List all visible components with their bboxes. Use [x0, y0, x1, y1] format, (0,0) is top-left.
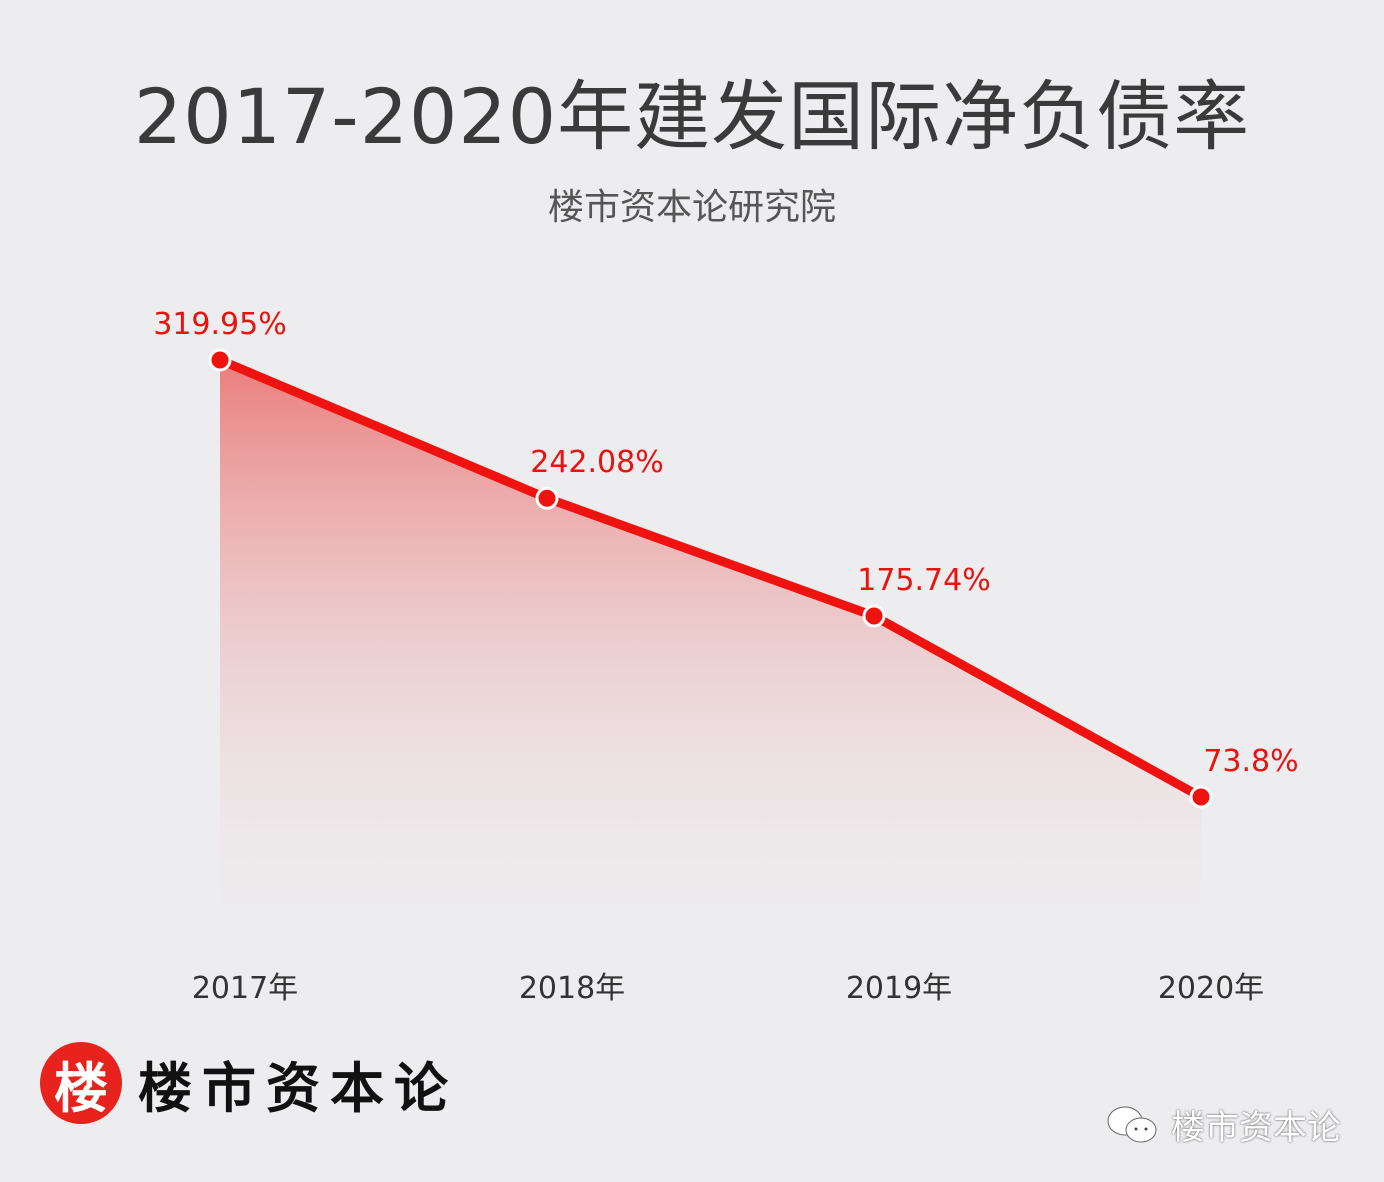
data-label: 242.08%: [530, 445, 663, 480]
x-tick-label: 2020年: [1158, 971, 1264, 1006]
chart-subtitle: 楼市资本论研究院: [547, 187, 836, 228]
data-point: [862, 604, 886, 628]
data-point: [208, 348, 232, 372]
data-point: [535, 486, 559, 510]
x-tick-label: 2017年: [192, 971, 298, 1006]
x-tick-label: 2019年: [846, 971, 952, 1006]
area-fill: [220, 360, 1201, 950]
data-label: 73.8%: [1203, 744, 1298, 779]
data-label: 175.74%: [857, 563, 990, 598]
watermark: 楼市资本论: [1105, 1100, 1341, 1149]
data-label: 319.95%: [153, 307, 286, 342]
logo-text: 楼市资本论: [138, 1055, 458, 1120]
wechat-icon: [1107, 1106, 1157, 1142]
watermark-text: 楼市资本论: [1171, 1108, 1341, 1148]
x-tick-label: 2018年: [519, 971, 625, 1006]
logo-badge: 楼: [40, 1042, 122, 1124]
series-line: [218, 355, 1204, 801]
brand-logo: 楼 楼市资本论: [40, 1042, 458, 1124]
data-point: [1189, 785, 1213, 809]
chart-title: 2017-2020年建发国际净负债率: [133, 72, 1251, 161]
